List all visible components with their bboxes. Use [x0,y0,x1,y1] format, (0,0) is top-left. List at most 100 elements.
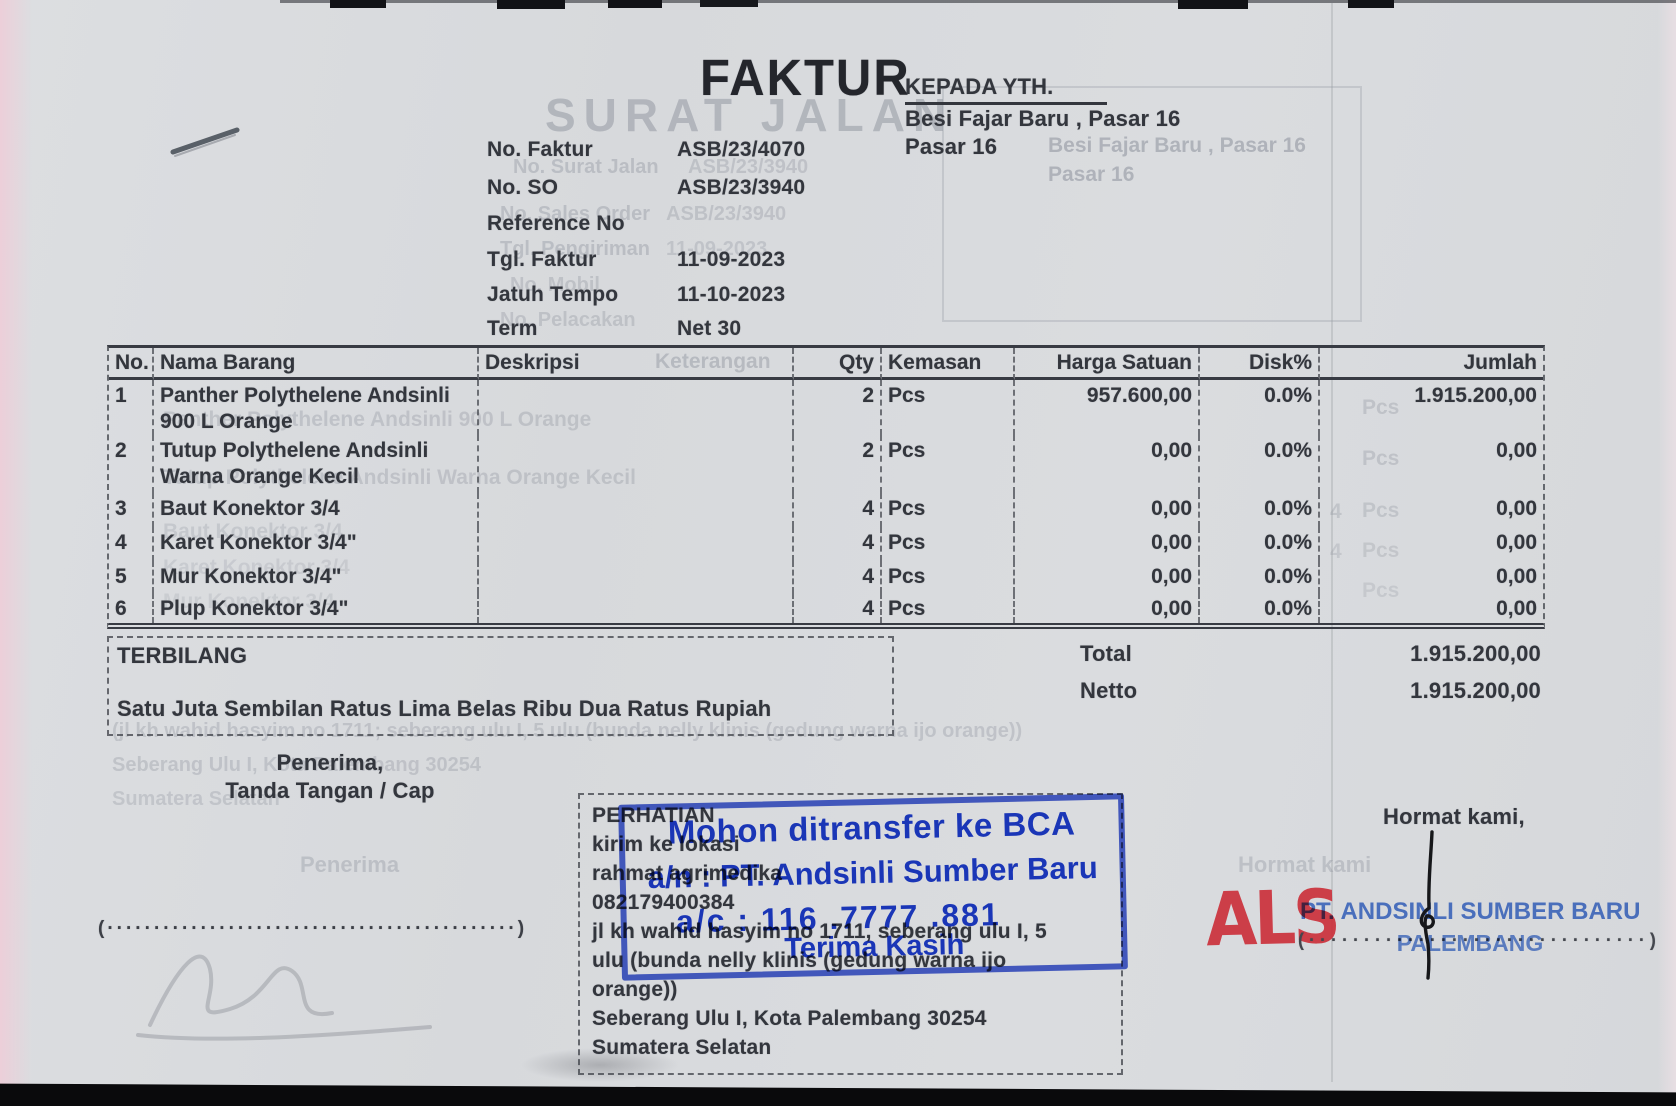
col-header-kemasan: Kemasan [882,348,1015,380]
cell-qty: 4 [794,561,882,593]
cell-harga: 0,00 [1015,435,1200,493]
ghost-pcs: Pcs [1362,579,1400,602]
item-name-line1: Tutup Polythelene Andsinli [160,439,429,462]
staple-mark [170,127,240,157]
cell-kemasan: Pcs [882,593,1015,623]
cell-no: 2 [109,435,154,493]
cell-deskripsi [479,561,794,593]
ghost-meta-label: Tgl. Pengiriman [500,238,651,260]
fold-line [1331,0,1333,1082]
cell-qty: 2 [794,380,882,435]
meta-value-no-so: ASB/23/3940 [677,176,806,199]
cell-nama: Mur Konektor 3/4" [154,561,479,593]
cell-deskripsi [479,593,794,623]
cell-no: 6 [109,593,154,623]
meta-value-tgl-faktur: 11-09-2023 [677,248,786,271]
col-header-qty: Qty [794,348,882,380]
col-header-harga-satuan: Harga Satuan [1015,348,1200,380]
cell-nama: Plup Konektor 3/4" [154,593,479,623]
top-edge-mark [1348,0,1394,8]
cell-no: 5 [109,561,154,593]
cell-jumlah: 0,00 [1496,597,1537,620]
page-title: FAKTUR [700,49,911,107]
cell-kemasan: Pcs [882,561,1015,593]
hormat-kami-label: Hormat kami, [1383,804,1525,829]
cell-disk: 0.0% [1200,493,1320,527]
cell-no: 4 [109,527,154,561]
meta-label-no-so: No. SO [487,176,559,199]
ghost-qty: 4 [1330,540,1342,563]
items-table: No. Nama Barang Deskripsi Qty Kemasan Ha… [107,345,1545,629]
col-header-deskripsi: Deskripsi [479,348,794,380]
item-name-line2: 900 L Orange [160,410,293,433]
meta-value-jatuh-tempo: 11-10-2023 [677,283,786,306]
ghost-item: Mur Konektor 3/4 [163,590,335,613]
ghost-recipient-line: Besi Fajar Baru , Pasar 16 [1048,134,1306,157]
col-header-no: No. [109,348,154,380]
ghost-meta-label: No. Surat Jalan [513,156,659,178]
meta-value-no-faktur: ASB/23/4070 [677,138,806,161]
col-header-jumlah: Jumlah [1320,348,1543,380]
perhatian-line: 082179400384 [592,891,735,914]
ghost-address: Sumatera Selatan [112,788,280,810]
bottom-smudge [520,1048,680,1082]
tanda-tangan-label: Tanda Tangan / Cap [225,778,435,803]
signature-dotted-line: (·······································… [98,918,528,939]
netto-value: 1.915.200,00 [1410,678,1541,703]
top-edge-mark [1178,0,1248,9]
cell-disk: 0.0% [1200,527,1320,561]
right-paper-edge [1658,0,1676,1106]
cell-qty: 4 [794,493,882,527]
cell-disk: 0.0% [1200,435,1320,493]
company-stamp-dotted-line: (·······························) [1298,930,1661,950]
perhatian-line: Seberang Ulu I, Kota Palembang 30254 [592,1007,987,1030]
ghost-address: Seberang Ulu I, Kota Palembang 30254 [112,754,482,776]
terbilang-label: TERBILANG [117,643,248,668]
ghost-meta-value: ASB/23/3940 [688,156,809,178]
cell-deskripsi [479,380,794,435]
cell-jumlah: 1.915.200,00 [1414,384,1537,407]
cell-nama: Baut Konektor 3/4 [154,493,479,527]
cell-qty: 4 [794,593,882,623]
recipient-name: Besi Fajar Baru , Pasar 16 [905,106,1181,131]
meta-label-reference: Reference No [487,212,625,235]
cell-harga: 0,00 [1015,493,1200,527]
cell-deskripsi [479,435,794,493]
col-header-nama-barang: Nama Barang [154,348,479,380]
cell-jumlah: 0,00 [1496,497,1537,520]
cell-jumlah: 0,00 [1496,439,1537,462]
ghost-address: (jl kh wahid hasyim no 1711; seberang ul… [112,720,1023,742]
ghost-header-keterangan: Keterangan [655,350,771,373]
ghost-signature [136,954,432,1041]
company-stamp-city: PALEMBANG [1396,930,1544,956]
cell-nama: Tutup Polythelene Andsinli Warna Orange K… [154,435,479,493]
cell-disk: 0.0% [1200,561,1320,593]
bca-transfer-stamp: Mohon ditransfer ke BCA a/n : PT. Andsin… [618,793,1128,981]
cell-kemasan: Pcs [882,493,1015,527]
ghost-item: Baut Konektor 3/4 [163,520,343,543]
cell-deskripsi [479,493,794,527]
perhatian-line: rahmat agrimedika [592,862,783,885]
meta-value-term: Net 30 [677,317,742,340]
perhatian-line: ulu (bunda nelly klinis (gedung warna ij… [592,949,1007,972]
cell-qty: 4 [794,527,882,561]
ghost-meta-value: 11-09-2023 [666,238,768,260]
cell-qty: 2 [794,435,882,493]
cell-harga: 0,00 [1015,527,1200,561]
cell-kemasan: Pcs [882,527,1015,561]
ghost-meta-label: No. Sales Order [500,203,651,225]
top-edge-mark [330,0,386,8]
ghost-recipient-line: Pasar 16 [1048,163,1135,186]
ghost-item: Karet Konektor 3/4 [163,556,350,579]
pen-signature [1419,830,1435,980]
ghost-item: Tutup Polythelene Andsinli Warna Orange … [163,466,636,489]
top-edge-line [280,0,1676,3]
meta-label-no-faktur: No. Faktur [487,138,593,161]
col-header-disk: Disk% [1200,348,1320,380]
recipient-heading: KEPADA YTH. [905,74,1108,105]
top-edge-mark [608,0,662,8]
ghost-meta-label: No. Mobil [510,274,600,296]
netto-label: Netto [1080,678,1138,703]
meta-label-jatuh-tempo: Jatuh Tempo [487,283,619,306]
